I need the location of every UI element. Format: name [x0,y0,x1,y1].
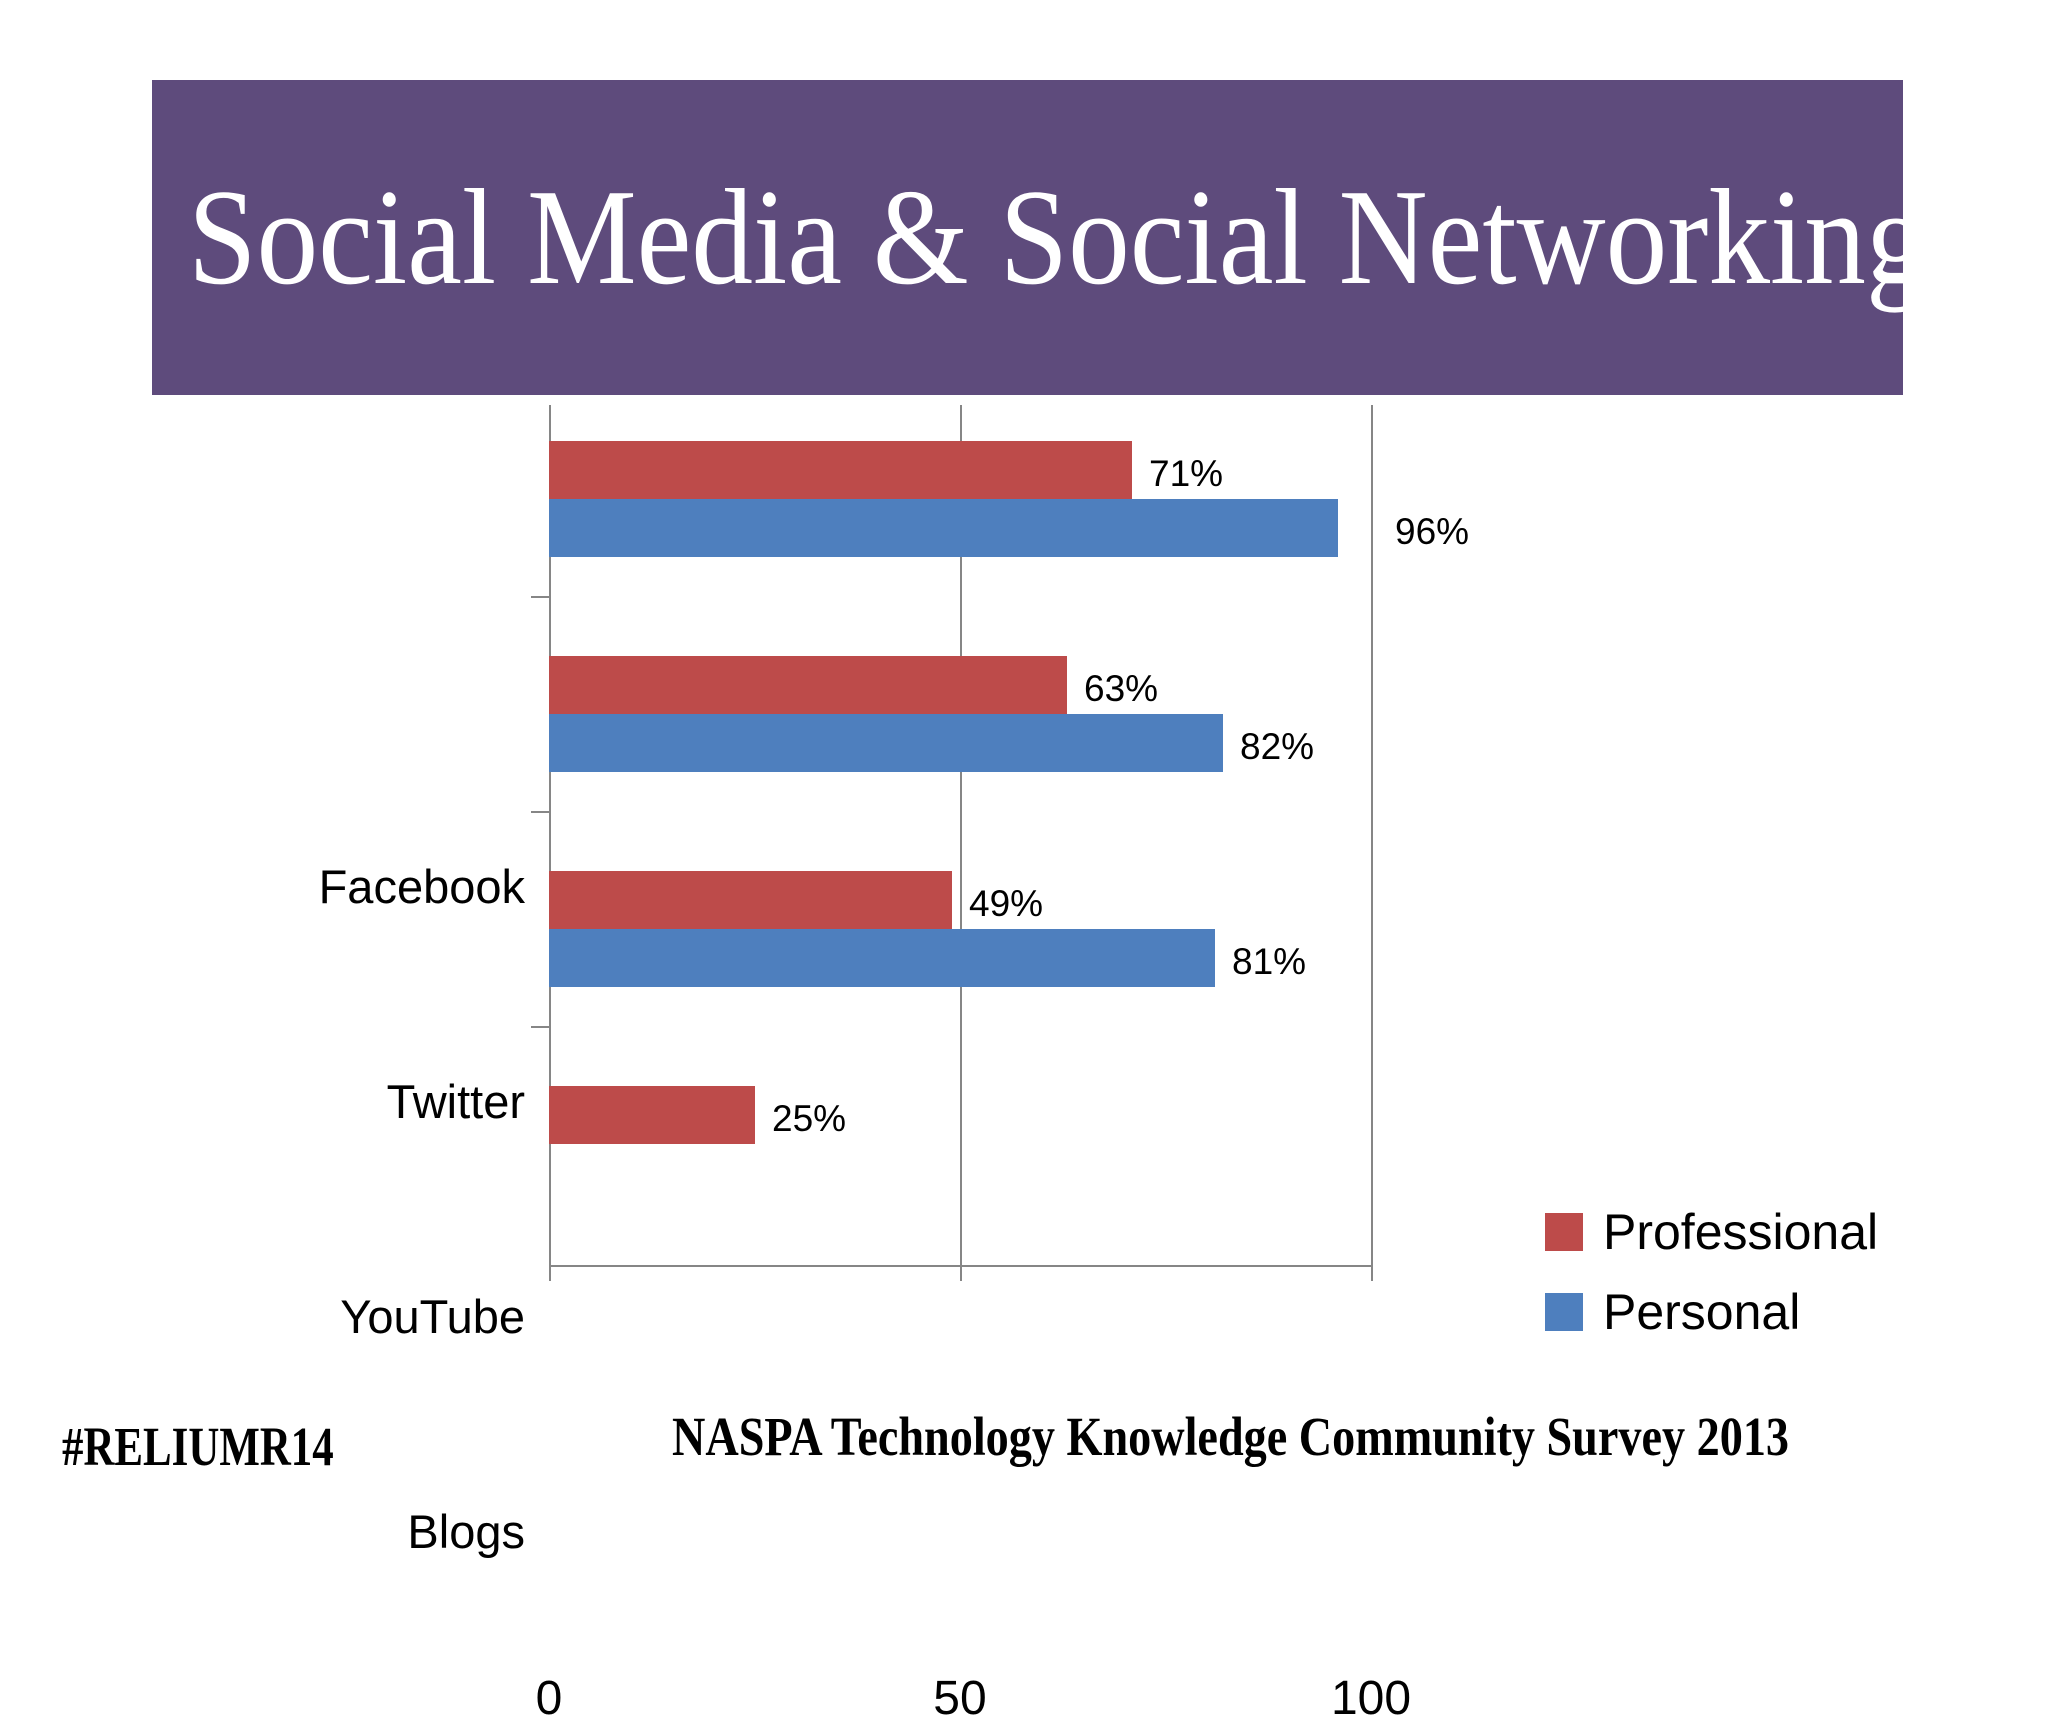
slide-canvas: Social Media & Social Networking 71% 96% [0,80,2048,1723]
bar-label-blogs-professional: 25% [772,1098,847,1139]
footer-source-citation: NASPA Technology Knowledge Community Sur… [672,1406,1790,1467]
bar-label-facebook-professional: 71% [1149,453,1224,494]
bar-label-twitter-personal: 82% [1240,726,1315,767]
bar-blogs-professional[interactable] [549,1086,755,1144]
legend-item-personal[interactable]: Personal [1545,1272,1945,1352]
y-axis-line [549,405,551,1265]
y-tick-facebook-twitter [531,596,549,598]
category-axis-labels: Facebook Twitter YouTube Blogs [0,785,525,1645]
legend-item-professional[interactable]: Professional [1545,1192,1945,1272]
bar-label-twitter-professional: 63% [1084,668,1159,709]
category-label-blogs: Blogs [407,1505,525,1558]
page-title: Social Media & Social Networking [188,160,1928,313]
gridline-50 [960,405,962,1265]
category-label-twitter: Twitter [386,1075,525,1128]
bar-label-youtube-personal: 81% [1232,941,1307,982]
legend-label-professional: Professional [1603,1204,1879,1260]
category-label-youtube: YouTube [340,1290,525,1343]
bar-label-facebook-personal: 96% [1395,511,1470,552]
category-label-facebook: Facebook [318,860,525,913]
legend-label-personal: Personal [1603,1284,1801,1340]
x-tick-50 [960,1265,962,1281]
legend-swatch-professional-icon [1545,1213,1583,1251]
bar-youtube-professional[interactable] [549,871,952,929]
title-banner: Social Media & Social Networking [152,80,1928,395]
footer-hashtag: #RELIUMR14 [62,1416,334,1477]
bar-chart: 71% 96% 63% 82% 49% 81% 25% Facebook Twi… [0,380,2048,1723]
x-axis-label-50: 50 [933,1672,987,1725]
x-axis-label-100: 100 [1330,1672,1412,1725]
bar-label-youtube-professional: 49% [969,883,1044,924]
x-axis-labels: 0 50 100 [536,1672,1411,1735]
plot-area: 71% 96% 63% 82% 49% 81% 25% [531,405,1469,1281]
gridline-100 [1371,405,1373,1265]
y-tick-youtube-blogs [531,1026,549,1028]
legend-swatch-personal-icon [1545,1293,1583,1331]
bar-twitter-professional[interactable] [549,656,1067,714]
x-axis-label-0: 0 [535,1672,563,1725]
y-tick-twitter-youtube [531,811,549,813]
x-tick-0 [549,1265,551,1281]
bar-youtube-personal[interactable] [549,929,1215,987]
bar-facebook-professional[interactable] [549,441,1132,499]
chart-legend: Professional Personal [1545,1192,1945,1352]
bar-twitter-personal[interactable] [549,714,1223,772]
x-tick-100 [1371,1265,1373,1281]
bar-facebook-personal[interactable] [549,499,1338,557]
